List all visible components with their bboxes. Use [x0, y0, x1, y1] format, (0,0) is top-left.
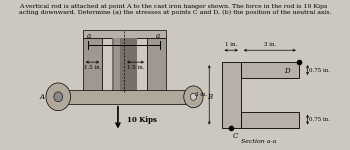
Bar: [114, 38, 120, 92]
Text: A vertical rod is attached at point A to the cast iron hanger shown. The force i: A vertical rod is attached at point A to…: [19, 4, 331, 15]
Text: 1 in.: 1 in.: [225, 42, 237, 47]
Text: 10 Kips: 10 Kips: [127, 116, 156, 124]
Bar: [50, 90, 199, 104]
Text: a: a: [86, 32, 90, 40]
Circle shape: [190, 93, 196, 100]
Circle shape: [54, 92, 63, 102]
Text: a: a: [156, 32, 160, 40]
Text: Section a-a: Section a-a: [240, 139, 276, 144]
Text: C: C: [233, 132, 238, 140]
Text: 1.5 in.: 1.5 in.: [84, 65, 101, 70]
Text: 1.5 in.: 1.5 in.: [127, 65, 144, 70]
Bar: [102, 38, 147, 92]
Text: A: A: [40, 93, 45, 101]
Text: 3 in.: 3 in.: [264, 42, 276, 47]
Bar: [241, 62, 299, 78]
Bar: [222, 62, 241, 128]
Text: 0.75 in.: 0.75 in.: [309, 68, 330, 73]
Bar: [83, 30, 166, 38]
Bar: [147, 38, 166, 92]
Text: 3 in.: 3 in.: [195, 92, 208, 97]
Circle shape: [184, 86, 203, 108]
Text: B: B: [208, 93, 212, 101]
Circle shape: [46, 83, 71, 111]
Bar: [83, 38, 102, 92]
Bar: [241, 112, 299, 127]
Bar: [112, 38, 137, 92]
Text: 0.75 in.: 0.75 in.: [309, 117, 330, 122]
Text: D: D: [284, 67, 289, 75]
